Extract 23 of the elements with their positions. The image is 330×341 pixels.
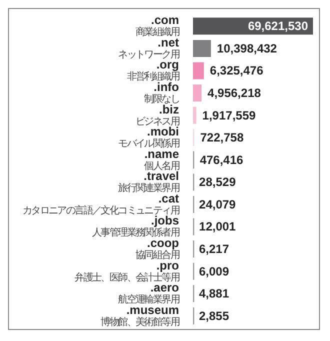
data-label: 722,758 <box>200 130 244 145</box>
data-label: 6,009 <box>199 264 230 278</box>
data-label: 24,079 <box>199 197 236 212</box>
data-label: 6,325,476 <box>210 64 264 78</box>
y-tick-label: .jobs 人事管理業務関係者用 <box>92 214 180 239</box>
data-label: 476,416 <box>200 152 244 167</box>
data-label: 10,398,432 <box>216 41 278 56</box>
data-label: 2,855 <box>199 308 230 323</box>
bar <box>193 84 202 102</box>
y-tick-label: .org 非営利組織用 <box>126 58 180 83</box>
bar <box>193 62 204 80</box>
bar <box>193 106 196 124</box>
data-label: 69,621,530 <box>248 19 308 34</box>
data-label: 4,956,218 <box>208 86 262 100</box>
y-tick-label: .pro 弁護士、医師、会計士等用 <box>74 258 180 284</box>
y-tick-label: .info 制限なし <box>144 80 180 105</box>
y-tick-label: .coop 協同組合用 <box>135 236 180 261</box>
data-label: 4,881 <box>199 286 230 301</box>
data-label: 1,917,559 <box>202 108 256 122</box>
data-label: 28,529 <box>199 175 236 190</box>
bar <box>193 40 211 57</box>
data-label: 12,001 <box>199 220 236 234</box>
data-label: 6,217 <box>199 242 230 256</box>
